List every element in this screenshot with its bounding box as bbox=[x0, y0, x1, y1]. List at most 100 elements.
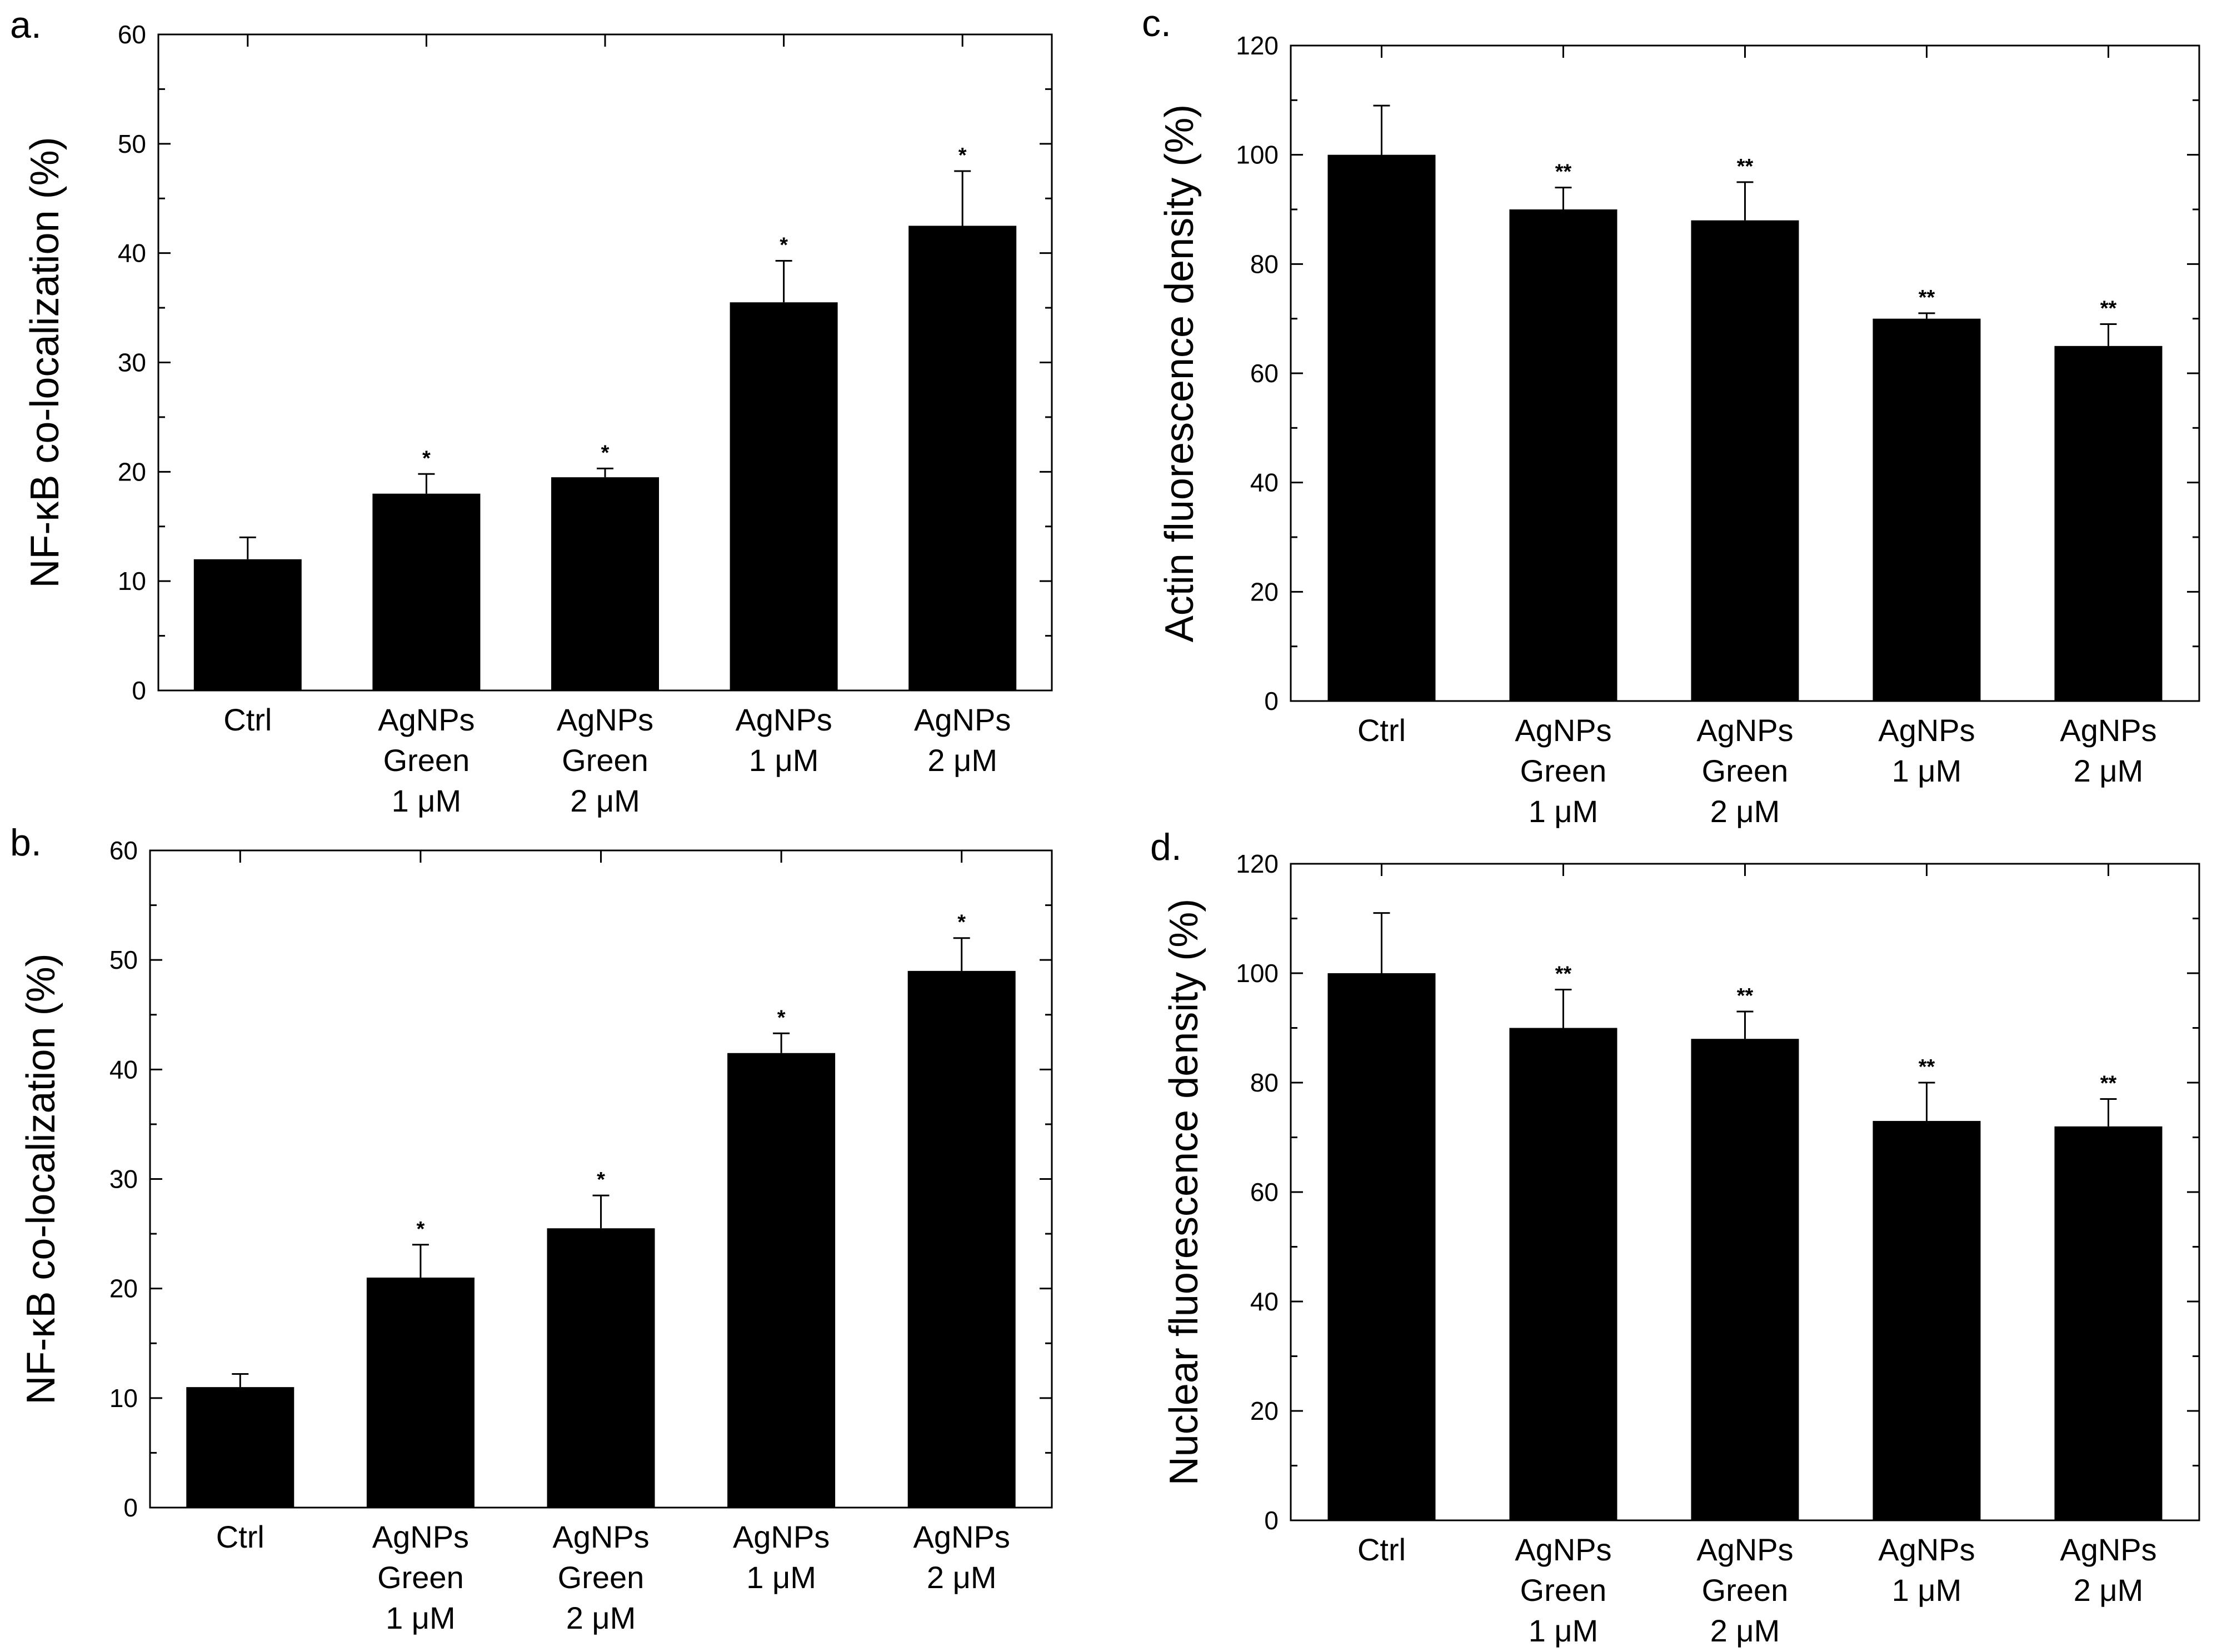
x-category-label: Green bbox=[558, 1560, 645, 1595]
significance-mark: * bbox=[597, 1168, 605, 1192]
y-tick-label: 80 bbox=[1250, 249, 1279, 278]
bar bbox=[1509, 209, 1617, 701]
significance-mark: ** bbox=[2100, 297, 2117, 321]
x-category-label: AgNPs bbox=[552, 1519, 649, 1554]
x-category-label: Ctrl bbox=[216, 1519, 264, 1554]
y-tick-label: 100 bbox=[1236, 959, 1279, 988]
bar bbox=[1327, 973, 1436, 1520]
x-category-label: 1 μM bbox=[749, 743, 819, 778]
significance-mark: * bbox=[422, 447, 431, 470]
x-category-label: 2 μM bbox=[1710, 1613, 1780, 1648]
panel-letter: a. bbox=[10, 4, 42, 46]
x-category-label: 1 μM bbox=[1892, 1573, 1962, 1608]
significance-mark: ** bbox=[1919, 286, 1935, 309]
y-tick-label: 30 bbox=[118, 348, 146, 377]
x-category-label: AgNPs bbox=[733, 1519, 830, 1554]
significance-mark: * bbox=[780, 233, 788, 257]
x-category-label: Ctrl bbox=[1357, 713, 1406, 748]
x-category-label: AgNPs bbox=[914, 702, 1011, 737]
significance-mark: ** bbox=[1737, 155, 1754, 178]
y-tick-label: 10 bbox=[109, 1384, 138, 1413]
x-category-label: Green bbox=[1520, 1573, 1607, 1608]
x-category-label: 1 μM bbox=[392, 783, 462, 818]
significance-mark: ** bbox=[1919, 1055, 1935, 1079]
bar bbox=[366, 1277, 475, 1508]
y-tick-label: 40 bbox=[1250, 468, 1279, 497]
bar bbox=[1691, 220, 1799, 702]
x-category-label: AgNPs bbox=[1878, 713, 1975, 748]
x-category-label: Ctrl bbox=[223, 702, 272, 737]
bar bbox=[1691, 1039, 1799, 1520]
bar bbox=[1509, 1028, 1617, 1520]
x-category-label: Green bbox=[377, 1560, 464, 1595]
bar bbox=[727, 1053, 836, 1508]
y-tick-label: 120 bbox=[1236, 849, 1279, 878]
significance-mark: ** bbox=[1555, 963, 1572, 986]
y-tick-label: 40 bbox=[118, 239, 146, 268]
x-category-label: Green bbox=[383, 743, 470, 778]
significance-mark: ** bbox=[2100, 1072, 2117, 1095]
bar bbox=[1873, 1120, 1981, 1520]
x-category-label: Green bbox=[1702, 753, 1789, 788]
x-category-label: 2 μM bbox=[2074, 753, 2144, 788]
x-category-label: 1 μM bbox=[1892, 753, 1962, 788]
y-tick-label: 60 bbox=[1250, 1178, 1279, 1207]
y-tick-label: 120 bbox=[1236, 31, 1279, 60]
y-tick-label: 0 bbox=[1264, 1506, 1279, 1535]
x-category-label: AgNPs bbox=[2060, 713, 2156, 748]
x-category-label: AgNPs bbox=[735, 702, 832, 737]
y-tick-label: 0 bbox=[123, 1493, 138, 1522]
y-axis-label: NF-κB co-localization (%) bbox=[23, 137, 67, 588]
x-category-label: Green bbox=[562, 743, 648, 778]
x-category-label: 1 μM bbox=[1529, 1613, 1599, 1648]
x-category-label: Green bbox=[1520, 753, 1607, 788]
y-tick-label: 60 bbox=[109, 836, 138, 865]
x-category-label: 2 μM bbox=[570, 783, 640, 818]
bar bbox=[372, 493, 481, 690]
chart-panel-2: b. 0 10 20 30 40 50 60 NF-κB co-localization (%)… bbox=[10, 822, 1053, 1635]
significance-mark: * bbox=[601, 441, 610, 464]
x-category-label: AgNPs bbox=[378, 702, 475, 737]
y-axis-label: Actin fluorescence density (%) bbox=[1157, 104, 1202, 642]
x-category-label: 1 μM bbox=[746, 1560, 816, 1595]
x-category-label: AgNPs bbox=[1515, 713, 1611, 748]
chart-panel-1: a. 0 10 20 30 40 50 60 NF-κB co-localization (%)… bbox=[10, 4, 1053, 818]
x-category-label: 2 μM bbox=[927, 743, 997, 778]
significance-mark: ** bbox=[1737, 984, 1754, 1008]
significance-mark: * bbox=[417, 1218, 425, 1241]
x-category-label: AgNPs bbox=[372, 1519, 469, 1554]
y-tick-label: 30 bbox=[109, 1165, 138, 1194]
y-tick-label: 20 bbox=[109, 1274, 138, 1303]
significance-mark: * bbox=[957, 911, 966, 934]
bar bbox=[186, 1387, 294, 1508]
y-tick-label: 50 bbox=[109, 945, 138, 974]
y-tick-label: 40 bbox=[109, 1055, 138, 1084]
x-category-label: AgNPs bbox=[913, 1519, 1010, 1554]
x-category-label: 2 μM bbox=[2074, 1573, 2144, 1608]
x-category-label: AgNPs bbox=[557, 702, 653, 737]
significance-mark: ** bbox=[1555, 161, 1572, 184]
y-tick-label: 0 bbox=[132, 676, 146, 705]
y-tick-label: 20 bbox=[1250, 1396, 1279, 1425]
x-category-label: AgNPs bbox=[2060, 1532, 2156, 1567]
x-category-label: 2 μM bbox=[566, 1600, 636, 1635]
bar bbox=[2054, 1126, 2163, 1520]
y-axis-label: NF-κB co-localization (%) bbox=[19, 953, 63, 1404]
x-category-label: Ctrl bbox=[1357, 1532, 1406, 1567]
bar bbox=[730, 302, 838, 690]
y-tick-label: 100 bbox=[1236, 141, 1279, 169]
y-tick-label: 20 bbox=[118, 457, 146, 486]
x-category-label: Green bbox=[1702, 1573, 1789, 1608]
y-tick-label: 0 bbox=[1264, 687, 1279, 715]
y-axis-label: Nuclear fluorescence density (%) bbox=[1162, 899, 1206, 1485]
x-category-label: AgNPs bbox=[1515, 1532, 1611, 1567]
bar bbox=[193, 559, 302, 690]
significance-mark: * bbox=[958, 144, 967, 167]
x-category-label: 1 μM bbox=[1529, 794, 1599, 829]
panel-letter: d. bbox=[1150, 826, 1182, 868]
bar bbox=[551, 477, 659, 690]
y-tick-label: 60 bbox=[1250, 359, 1279, 388]
bar bbox=[907, 970, 1016, 1508]
x-category-label: 2 μM bbox=[1710, 794, 1780, 829]
